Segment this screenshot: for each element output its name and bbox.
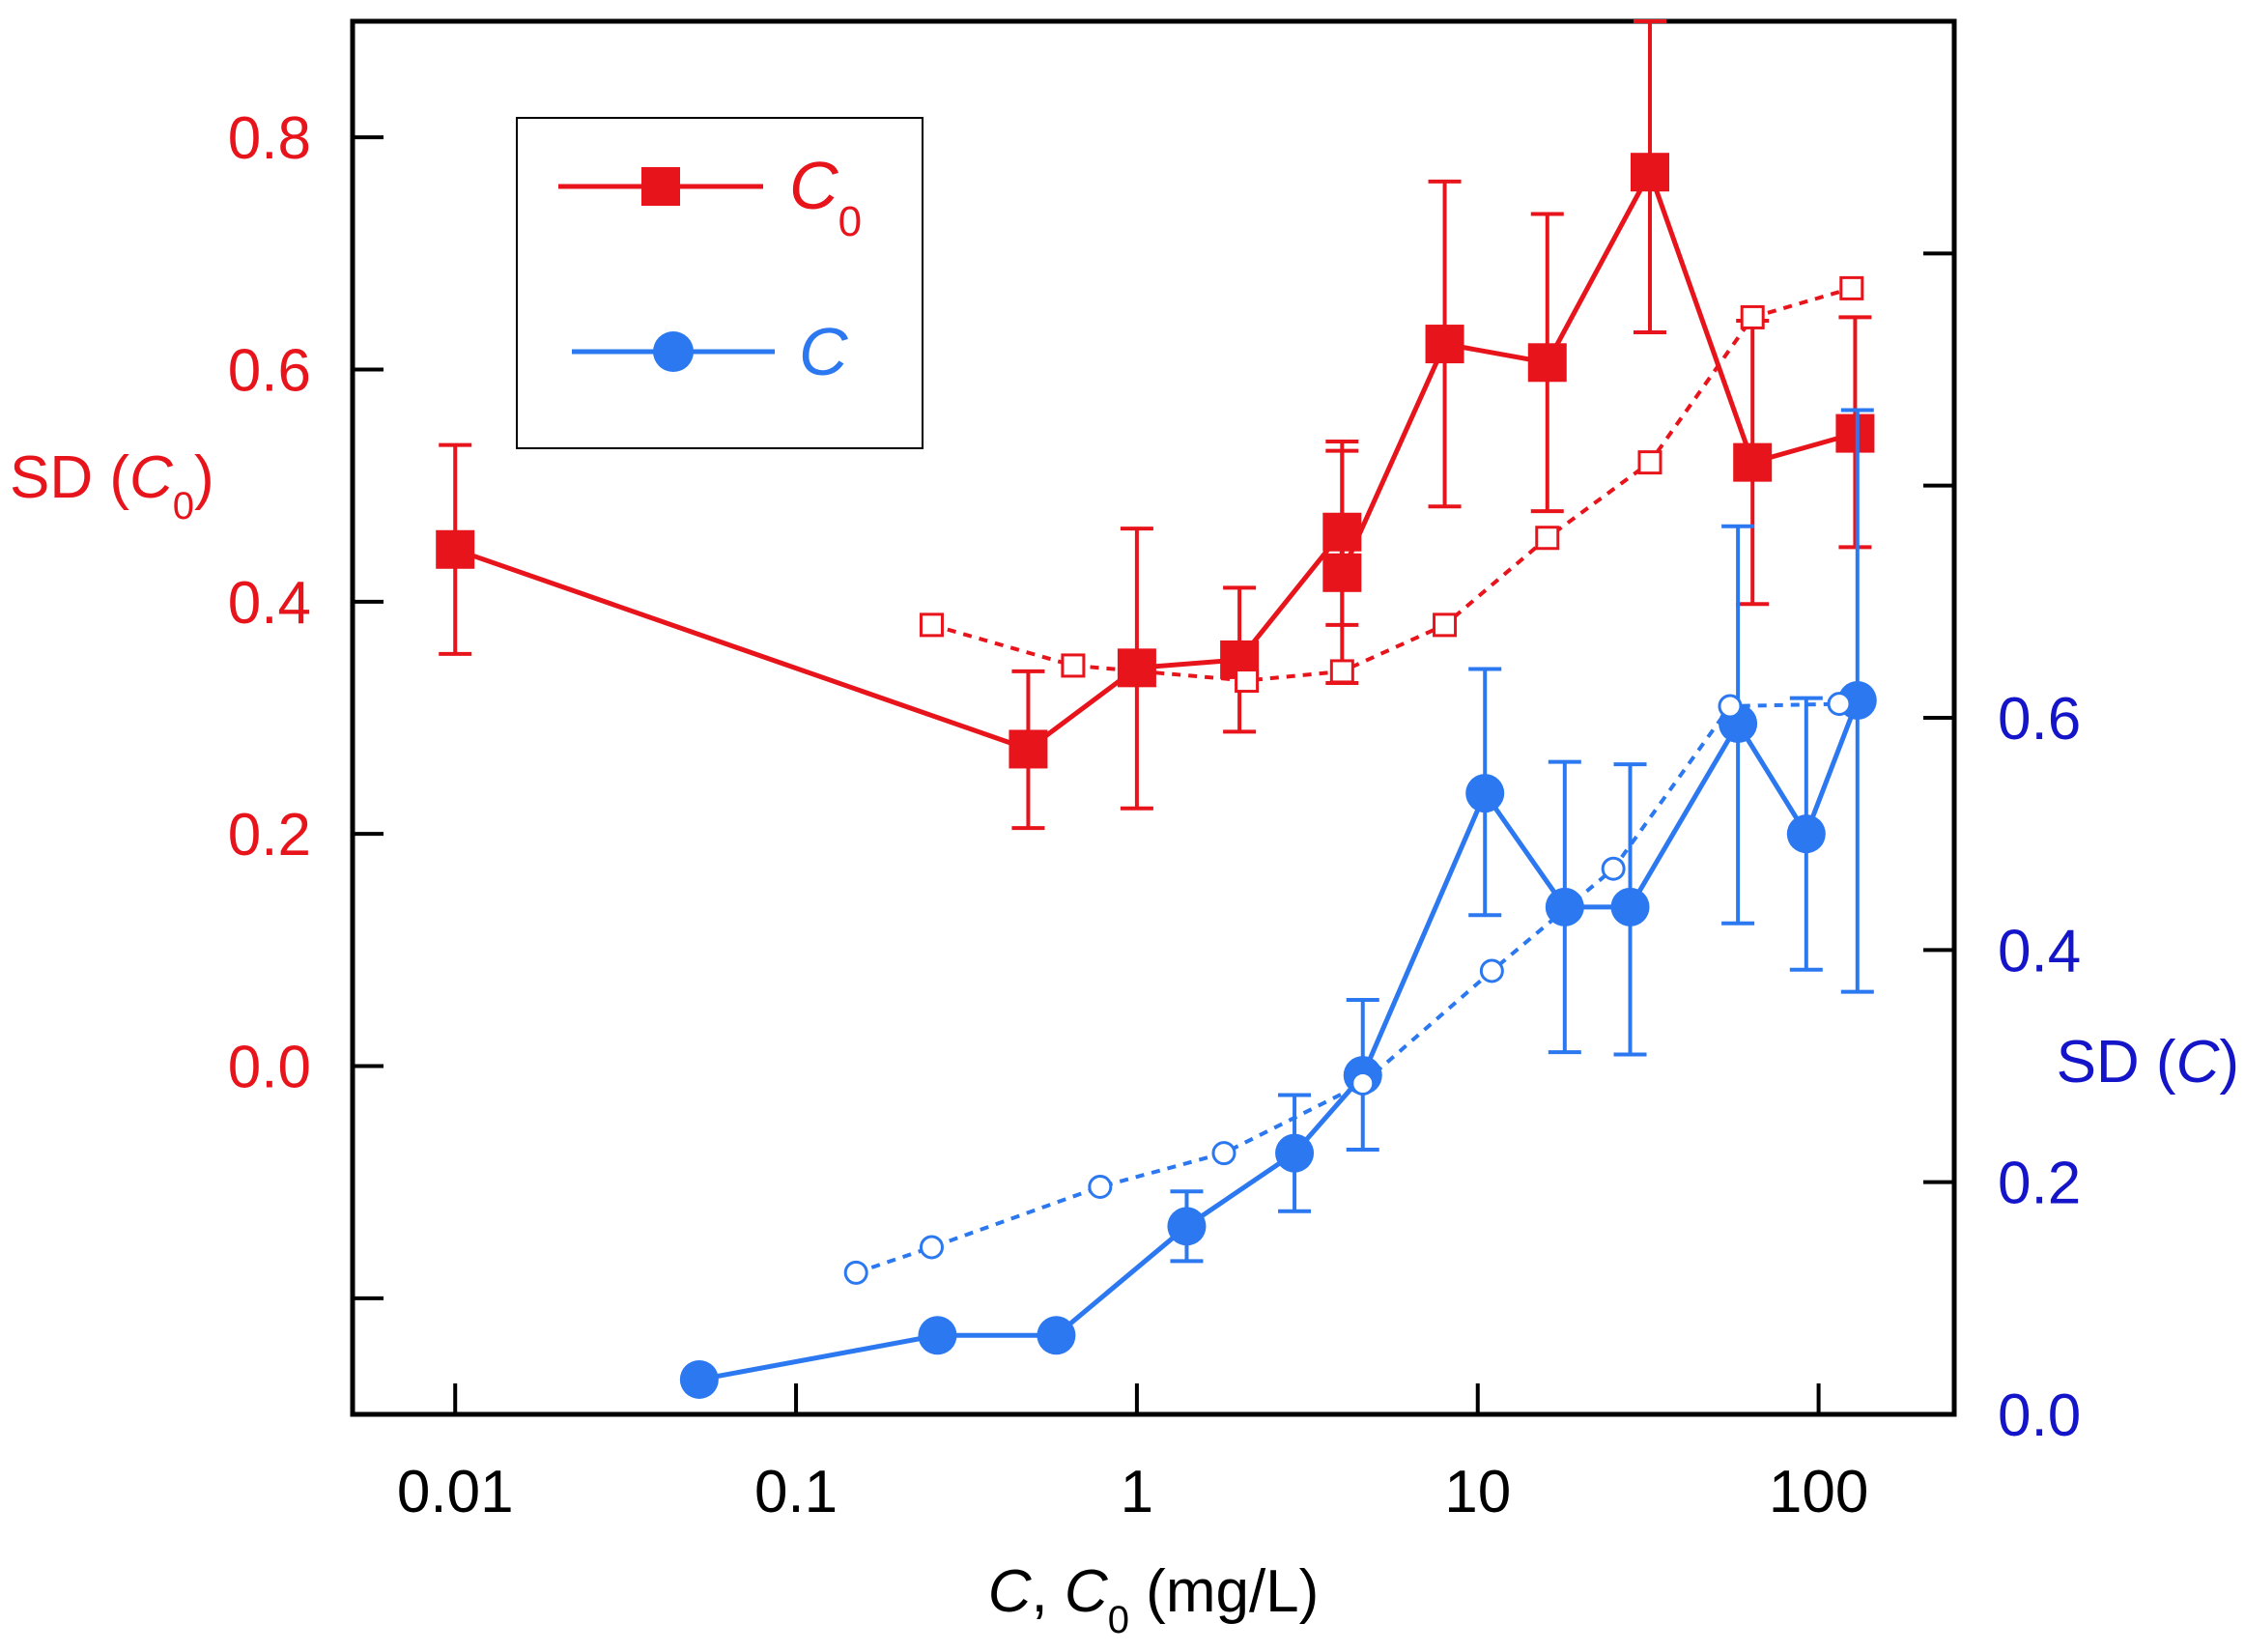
y-axis-left: 0.8 0.6 0.4 0.2 0.0 <box>228 105 384 1300</box>
series-3-point-3 <box>1211 1141 1236 1166</box>
y-left-tick-label-2: 0.4 <box>228 570 311 637</box>
series-1-point-1 <box>1061 653 1086 678</box>
series-3-point-5 <box>1479 958 1504 983</box>
y-axis-right: 0.0 0.2 0.4 0.6 <box>1923 251 2081 1449</box>
series-3-point-0 <box>843 1260 868 1285</box>
series-2-point-8 <box>1610 887 1650 926</box>
series-2-point-6 <box>1465 774 1505 813</box>
x-tick-label-0: 0.01 <box>397 1459 514 1525</box>
series-3-point-4 <box>1350 1071 1376 1097</box>
series-0-point-0 <box>436 529 475 569</box>
x-axis-title: C, C0 (mg/L) <box>988 1558 1320 1641</box>
x-tick-label-1: 0.1 <box>754 1459 838 1525</box>
y-left-tick-label-3: 0.2 <box>228 802 311 869</box>
series-2-point-3 <box>1167 1207 1207 1246</box>
series-0-point-7 <box>1527 343 1567 383</box>
series-0-point-5 <box>1322 553 1362 592</box>
series-layer <box>436 19 1877 1399</box>
series-0-point-10 <box>1835 413 1875 453</box>
legend-box <box>516 117 924 449</box>
series-1-point-3 <box>1329 659 1354 684</box>
y-right-tick-label-2: 0.4 <box>1998 918 2081 984</box>
series-2-line <box>698 699 1861 1382</box>
series-2 <box>679 408 1877 1399</box>
x-axis: 0.01 0.1 1 10 100 <box>397 1383 1868 1525</box>
legend-label-c: C <box>799 314 848 389</box>
y-right-tick-label-1: 0.2 <box>1998 1151 2081 1217</box>
series-3-point-7 <box>1718 694 1743 719</box>
series-1-point-7 <box>1740 304 1765 329</box>
x-tick-label-3: 10 <box>1444 1459 1511 1525</box>
series-1-point-4 <box>1433 612 1458 638</box>
series-3-point-1 <box>919 1235 944 1260</box>
series-0-point-8 <box>1630 153 1669 192</box>
series-2-point-2 <box>1037 1316 1076 1355</box>
legend: C0 C <box>516 117 924 449</box>
y-left-tick-label-0: 0.8 <box>228 105 311 172</box>
series-3-point-8 <box>1827 692 1852 717</box>
series-0-point-2 <box>1117 648 1156 688</box>
series-1-point-5 <box>1535 526 1560 551</box>
series-0-point-9 <box>1733 442 1773 482</box>
series-0-point-1 <box>1009 729 1048 769</box>
legend-marker-c <box>653 331 694 372</box>
series-1-point-6 <box>1637 450 1662 475</box>
y-axis-left-title: SD (C0) <box>10 444 214 527</box>
series-0-point-6 <box>1425 325 1464 364</box>
series-1-point-0 <box>919 612 944 638</box>
series-3-point-6 <box>1601 856 1626 881</box>
y-right-tick-label-3: 0.6 <box>1998 686 2081 753</box>
series-1-point-8 <box>1839 275 1864 300</box>
y-left-tick-label-1: 0.6 <box>228 338 311 405</box>
series-3-point-2 <box>1088 1174 1113 1199</box>
series-1 <box>919 275 1864 694</box>
x-tick-label-2: 1 <box>1121 1459 1153 1525</box>
series-2-point-10 <box>1786 814 1826 854</box>
series-3-line <box>855 701 1840 1275</box>
y-left-tick-label-4: 0.0 <box>228 1035 311 1101</box>
series-2-point-1 <box>918 1316 957 1355</box>
series-2-point-4 <box>1275 1133 1315 1173</box>
series-2-point-0 <box>679 1359 719 1399</box>
y-right-tick-label-0: 0.0 <box>1998 1382 2081 1449</box>
series-1-point-2 <box>1235 669 1260 694</box>
y-axis-right-title: SD (C) <box>2057 1029 2239 1096</box>
legend-marker-c0 <box>641 167 680 206</box>
x-tick-label-4: 100 <box>1769 1459 1868 1525</box>
series-3 <box>843 692 1852 1285</box>
legend-label-c0: C0 <box>789 148 862 245</box>
